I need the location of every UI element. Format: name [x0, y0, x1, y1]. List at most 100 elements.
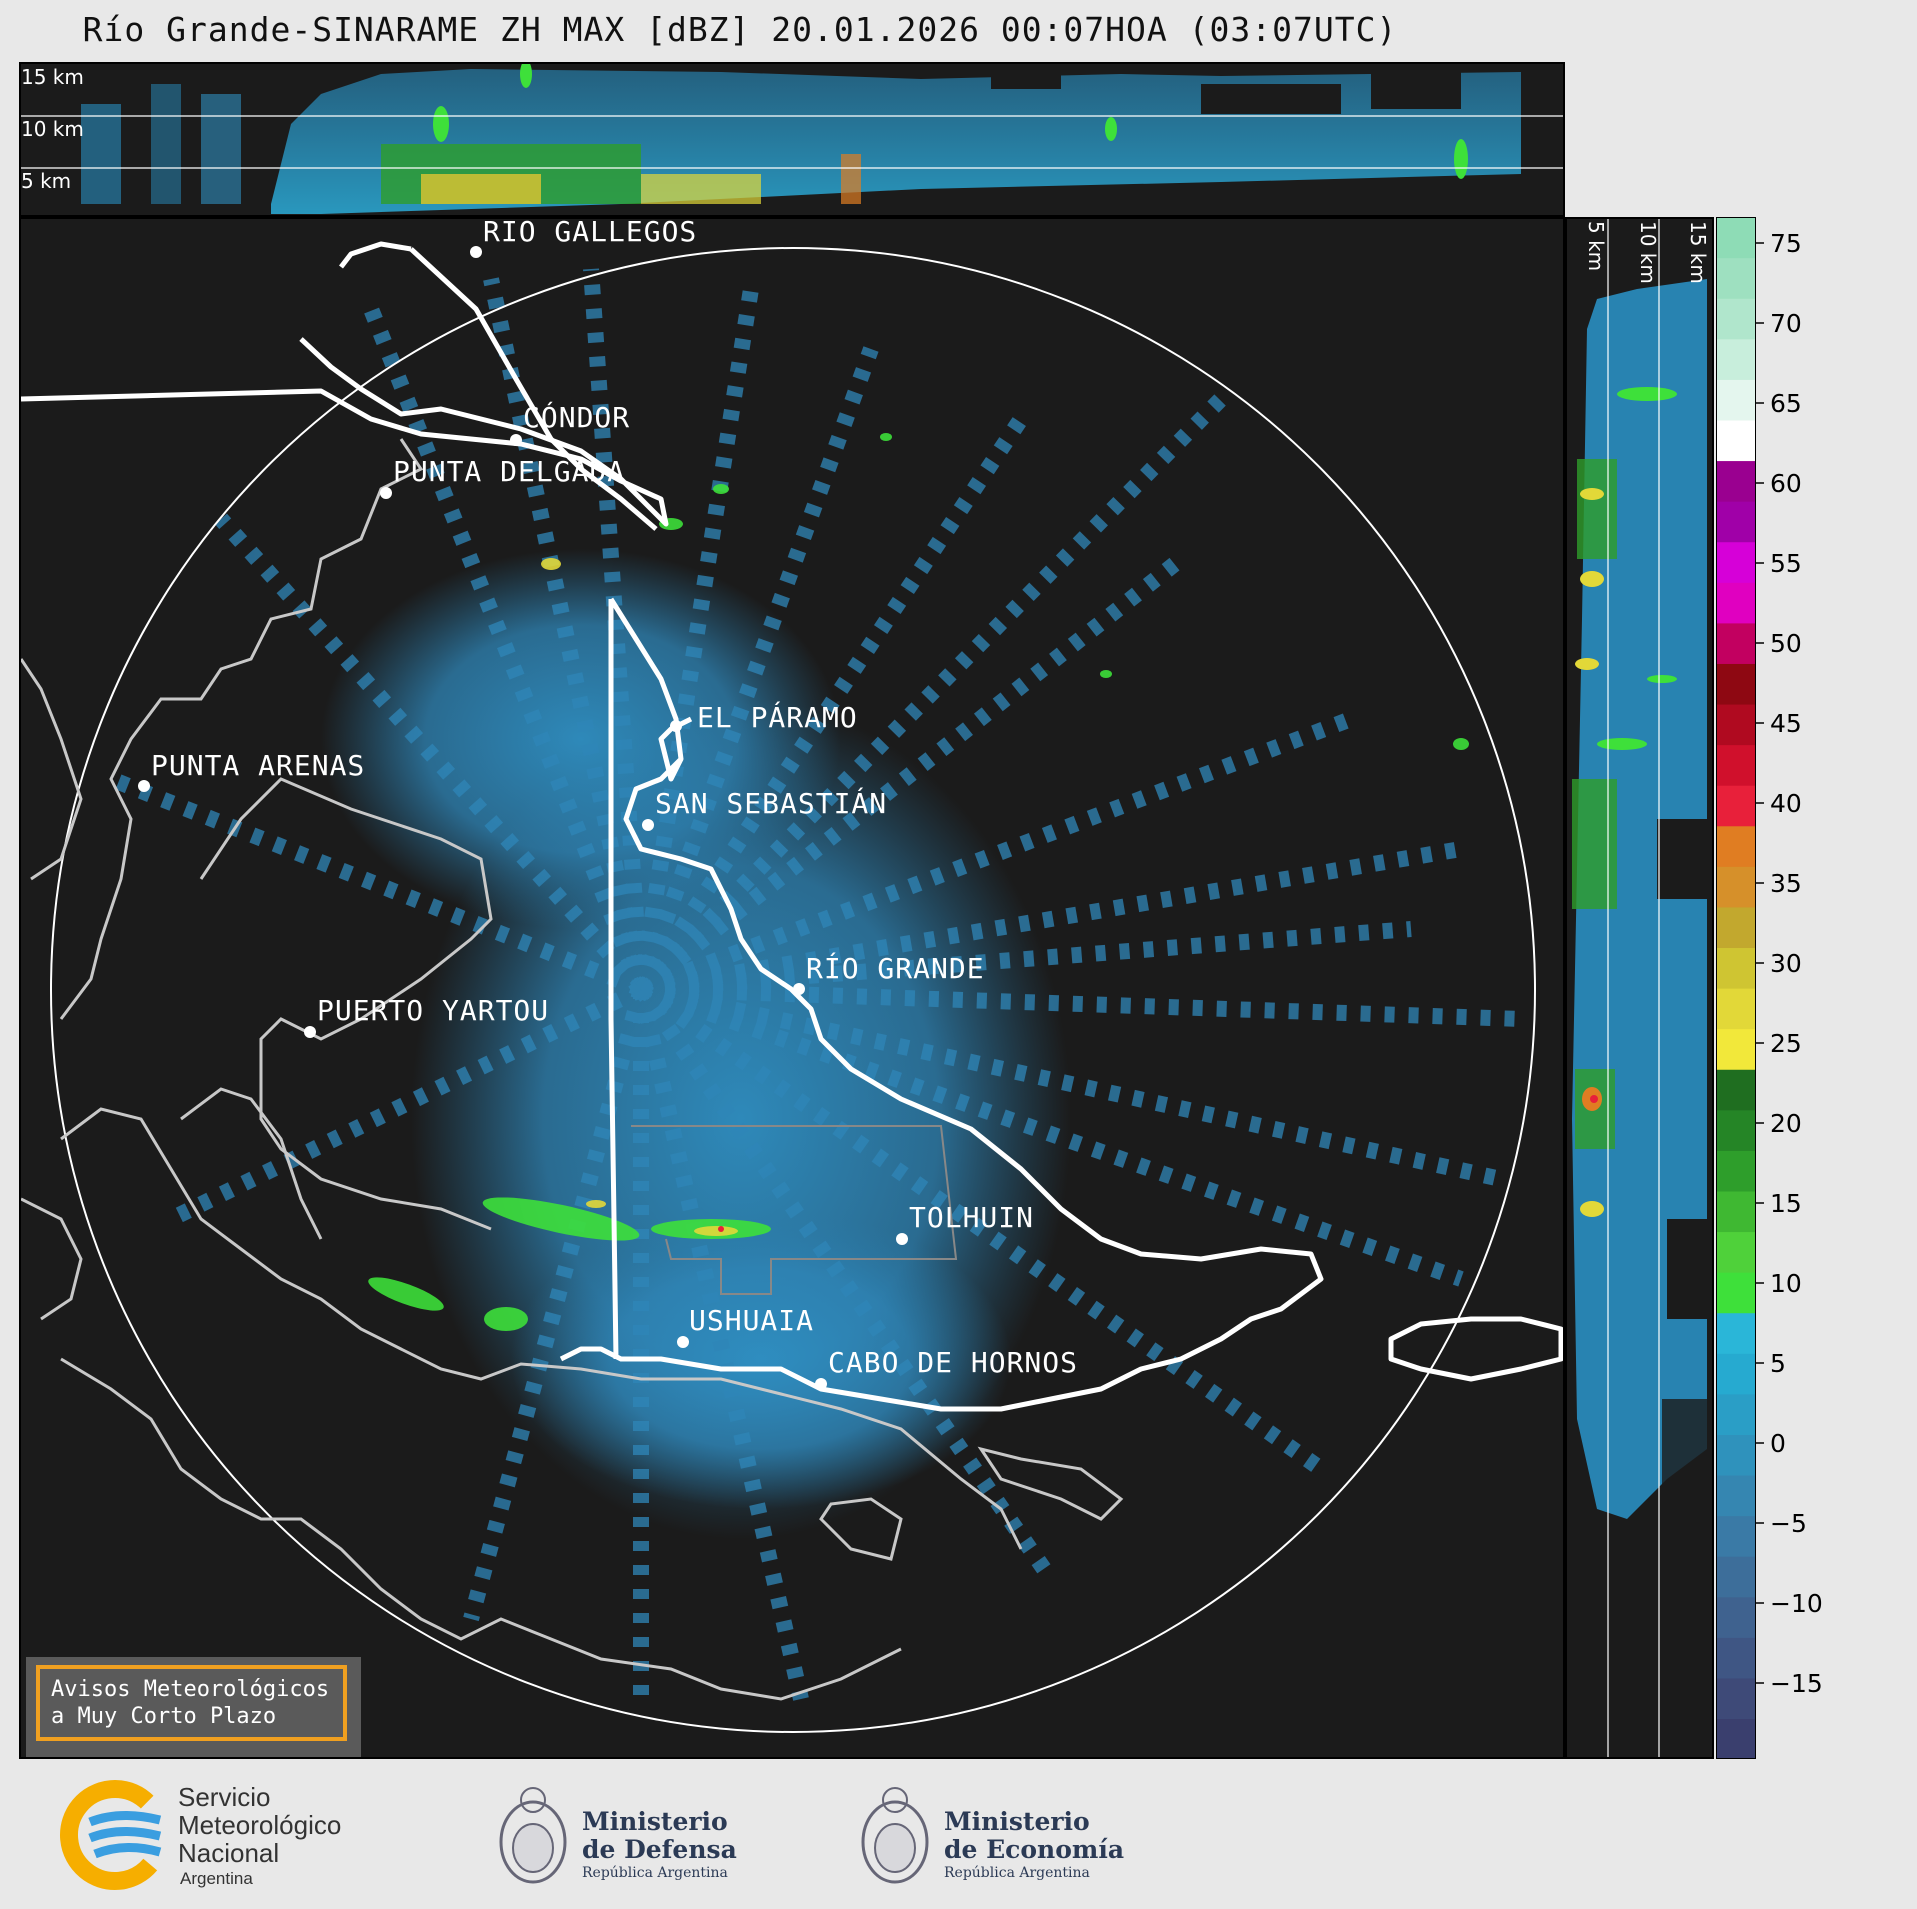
- city-dot-cabo-de-hornos: [815, 1378, 827, 1390]
- colorbar-tick-label: 50: [1770, 629, 1802, 658]
- colorbar-tick-label: 75: [1770, 229, 1802, 258]
- smn-line4: Argentina: [180, 1869, 253, 1888]
- colorbar-ticks: 75 70 65 60 55 50 45 40 35 30 25 20 15 10 5 0 −5 −10 −15: [1756, 217, 1916, 1759]
- smn-logo: Servicio Meteorológico Nacional Argentin…: [60, 1780, 341, 1890]
- dbz-colorbar: [1716, 217, 1756, 1759]
- colorbar-tick-label: 60: [1770, 469, 1802, 498]
- colorbar-segment: [1716, 744, 1756, 786]
- national-borders: [21, 241, 1563, 1412]
- city-dot-rio-gallegos: [470, 246, 482, 258]
- colorbar-segment: [1716, 541, 1756, 583]
- colorbar-segment: [1716, 1637, 1756, 1679]
- city-label-condor: CÓNDOR: [523, 400, 630, 434]
- city-dot-puerto-yartou: [304, 1026, 316, 1038]
- colorbar-tick-label: −10: [1770, 1589, 1823, 1618]
- city-dot-san-sebastian: [642, 819, 654, 831]
- colorbar-segment: [1716, 298, 1756, 340]
- city-label-punta-arenas: PUNTA ARENAS: [151, 749, 365, 782]
- colorbar-tick-label: 70: [1770, 309, 1802, 338]
- top-alt-label-15km: 15 km: [21, 65, 84, 89]
- economia-line2: de Economía: [944, 1835, 1124, 1864]
- colorbar-tick-label: −5: [1770, 1509, 1807, 1538]
- coastlines: [21, 438, 1124, 1701]
- colorbar-segment: [1716, 582, 1756, 624]
- colorbar-tick-label: 0: [1770, 1429, 1786, 1458]
- notice-box[interactable]: Avisos Meteorológicos a Muy Corto Plazo: [26, 1657, 361, 1757]
- colorbar-tick-label: 45: [1770, 709, 1802, 738]
- colorbar-segment: [1716, 217, 1756, 259]
- smn-line3: Nacional: [178, 1838, 279, 1868]
- colorbar-tick-label: 25: [1770, 1029, 1802, 1058]
- economia-line1: Ministerio: [944, 1807, 1090, 1836]
- colorbar-segment: [1716, 1312, 1756, 1354]
- radar-echo-field: [108, 268, 1522, 1701]
- top-cross-section-panel: 15 km 10 km 5 km: [19, 62, 1565, 217]
- colorbar-segment: [1716, 785, 1756, 827]
- city-markers: RÍO GALLEGOS CÓNDOR PUNTA DELGADA EL PÁR…: [138, 219, 1078, 1390]
- city-dot-condor: [510, 434, 522, 446]
- range-ring: [50, 247, 1536, 1733]
- colorbar-segment: [1716, 1718, 1756, 1759]
- colorbar-segment: [1716, 1556, 1756, 1598]
- notice-line-1: Avisos Meteorológicos: [51, 1677, 329, 1702]
- colorbar-segment: [1716, 906, 1756, 949]
- city-dot-punta-arenas: [138, 780, 150, 792]
- notice-line-2: a Muy Corto Plazo: [51, 1704, 276, 1729]
- colorbar-segment: [1716, 1434, 1756, 1476]
- top-alt-label-5km: 5 km: [21, 169, 71, 193]
- colorbar-tick-label: 65: [1770, 389, 1802, 418]
- city-label-cabo-de-hornos: CABO DE HORNOS: [828, 1346, 1078, 1379]
- colorbar-segment: [1716, 379, 1756, 421]
- colorbar-segment: [1716, 1150, 1756, 1192]
- colorbar-tick-label: −15: [1770, 1669, 1823, 1698]
- map-title: Río Grande-SINARAME ZH MAX [dBZ] 20.01.2…: [82, 10, 1398, 49]
- colorbar-segment: [1716, 1109, 1756, 1151]
- ministerio-defensa-logo: Ministerio de Defensa República Argentin…: [499, 1787, 737, 1884]
- colorbar-tick-label: 30: [1770, 949, 1802, 978]
- defensa-line2: de Defensa: [582, 1835, 737, 1864]
- ministerio-economia-logo: Ministerio de Economía República Argenti…: [861, 1787, 1124, 1884]
- right-cross-section-panel: 5 km 10 km 15 km: [1565, 217, 1714, 1759]
- top-echo-field: [81, 64, 1521, 214]
- colorbar-segment: [1716, 1028, 1756, 1070]
- colorbar-segment: [1716, 1272, 1756, 1314]
- colorbar-segment: [1716, 1596, 1756, 1638]
- colorbar-segment: [1716, 460, 1756, 502]
- colorbar-segment: [1716, 419, 1756, 462]
- colorbar-tick-label: 5: [1770, 1349, 1786, 1378]
- city-dot-el-paramo: [670, 720, 682, 732]
- colorbar-segment: [1716, 825, 1756, 867]
- province-boundary: [631, 1125, 958, 1295]
- city-dot-rio-grande: [793, 983, 805, 995]
- colorbar-tick-label: 15: [1770, 1189, 1802, 1218]
- colorbar-segment: [1716, 1190, 1756, 1233]
- top-alt-label-10km: 10 km: [21, 117, 84, 141]
- colorbar-tick-label: 55: [1770, 549, 1802, 578]
- city-dot-ushuaia: [677, 1336, 689, 1348]
- colorbar-segment: [1716, 1353, 1756, 1395]
- right-alt-label-10km: 10 km: [1636, 221, 1660, 284]
- city-label-san-sebastian: SAN SEBASTIÁN: [655, 786, 887, 820]
- radar-map-panel[interactable]: RÍO GALLEGOS CÓNDOR PUNTA DELGADA EL PÁR…: [19, 217, 1565, 1759]
- colorbar-segment: [1716, 947, 1756, 989]
- colorbar-segment: [1716, 988, 1756, 1030]
- colorbar-segment: [1716, 1474, 1756, 1517]
- colorbar-segment: [1716, 866, 1756, 908]
- city-label-rio-grande: RÍO GRANDE: [806, 951, 985, 985]
- city-dot-punta-delgada: [380, 487, 392, 499]
- city-label-ushuaia: USHUAIA: [689, 1304, 814, 1337]
- city-label-rio-gallegos: RÍO GALLEGOS: [483, 219, 697, 248]
- right-alt-label-5km: 5 km: [1584, 221, 1608, 271]
- defensa-line3: República Argentina: [582, 1865, 728, 1881]
- colorbar-segment: [1716, 703, 1756, 746]
- colorbar-segment: [1716, 663, 1756, 705]
- colorbar-segment: [1716, 1393, 1756, 1435]
- colorbar-segment: [1716, 1069, 1756, 1111]
- city-label-el-paramo: EL PÁRAMO: [697, 700, 858, 734]
- colorbar-segment: [1716, 1515, 1756, 1557]
- defensa-line1: Ministerio: [582, 1807, 728, 1836]
- colorbar-tick-label: 40: [1770, 789, 1802, 818]
- colorbar-segment: [1716, 622, 1756, 664]
- footer-logos: Servicio Meteorológico Nacional Argentin…: [0, 1770, 1917, 1909]
- colorbar-segment: [1716, 1677, 1756, 1720]
